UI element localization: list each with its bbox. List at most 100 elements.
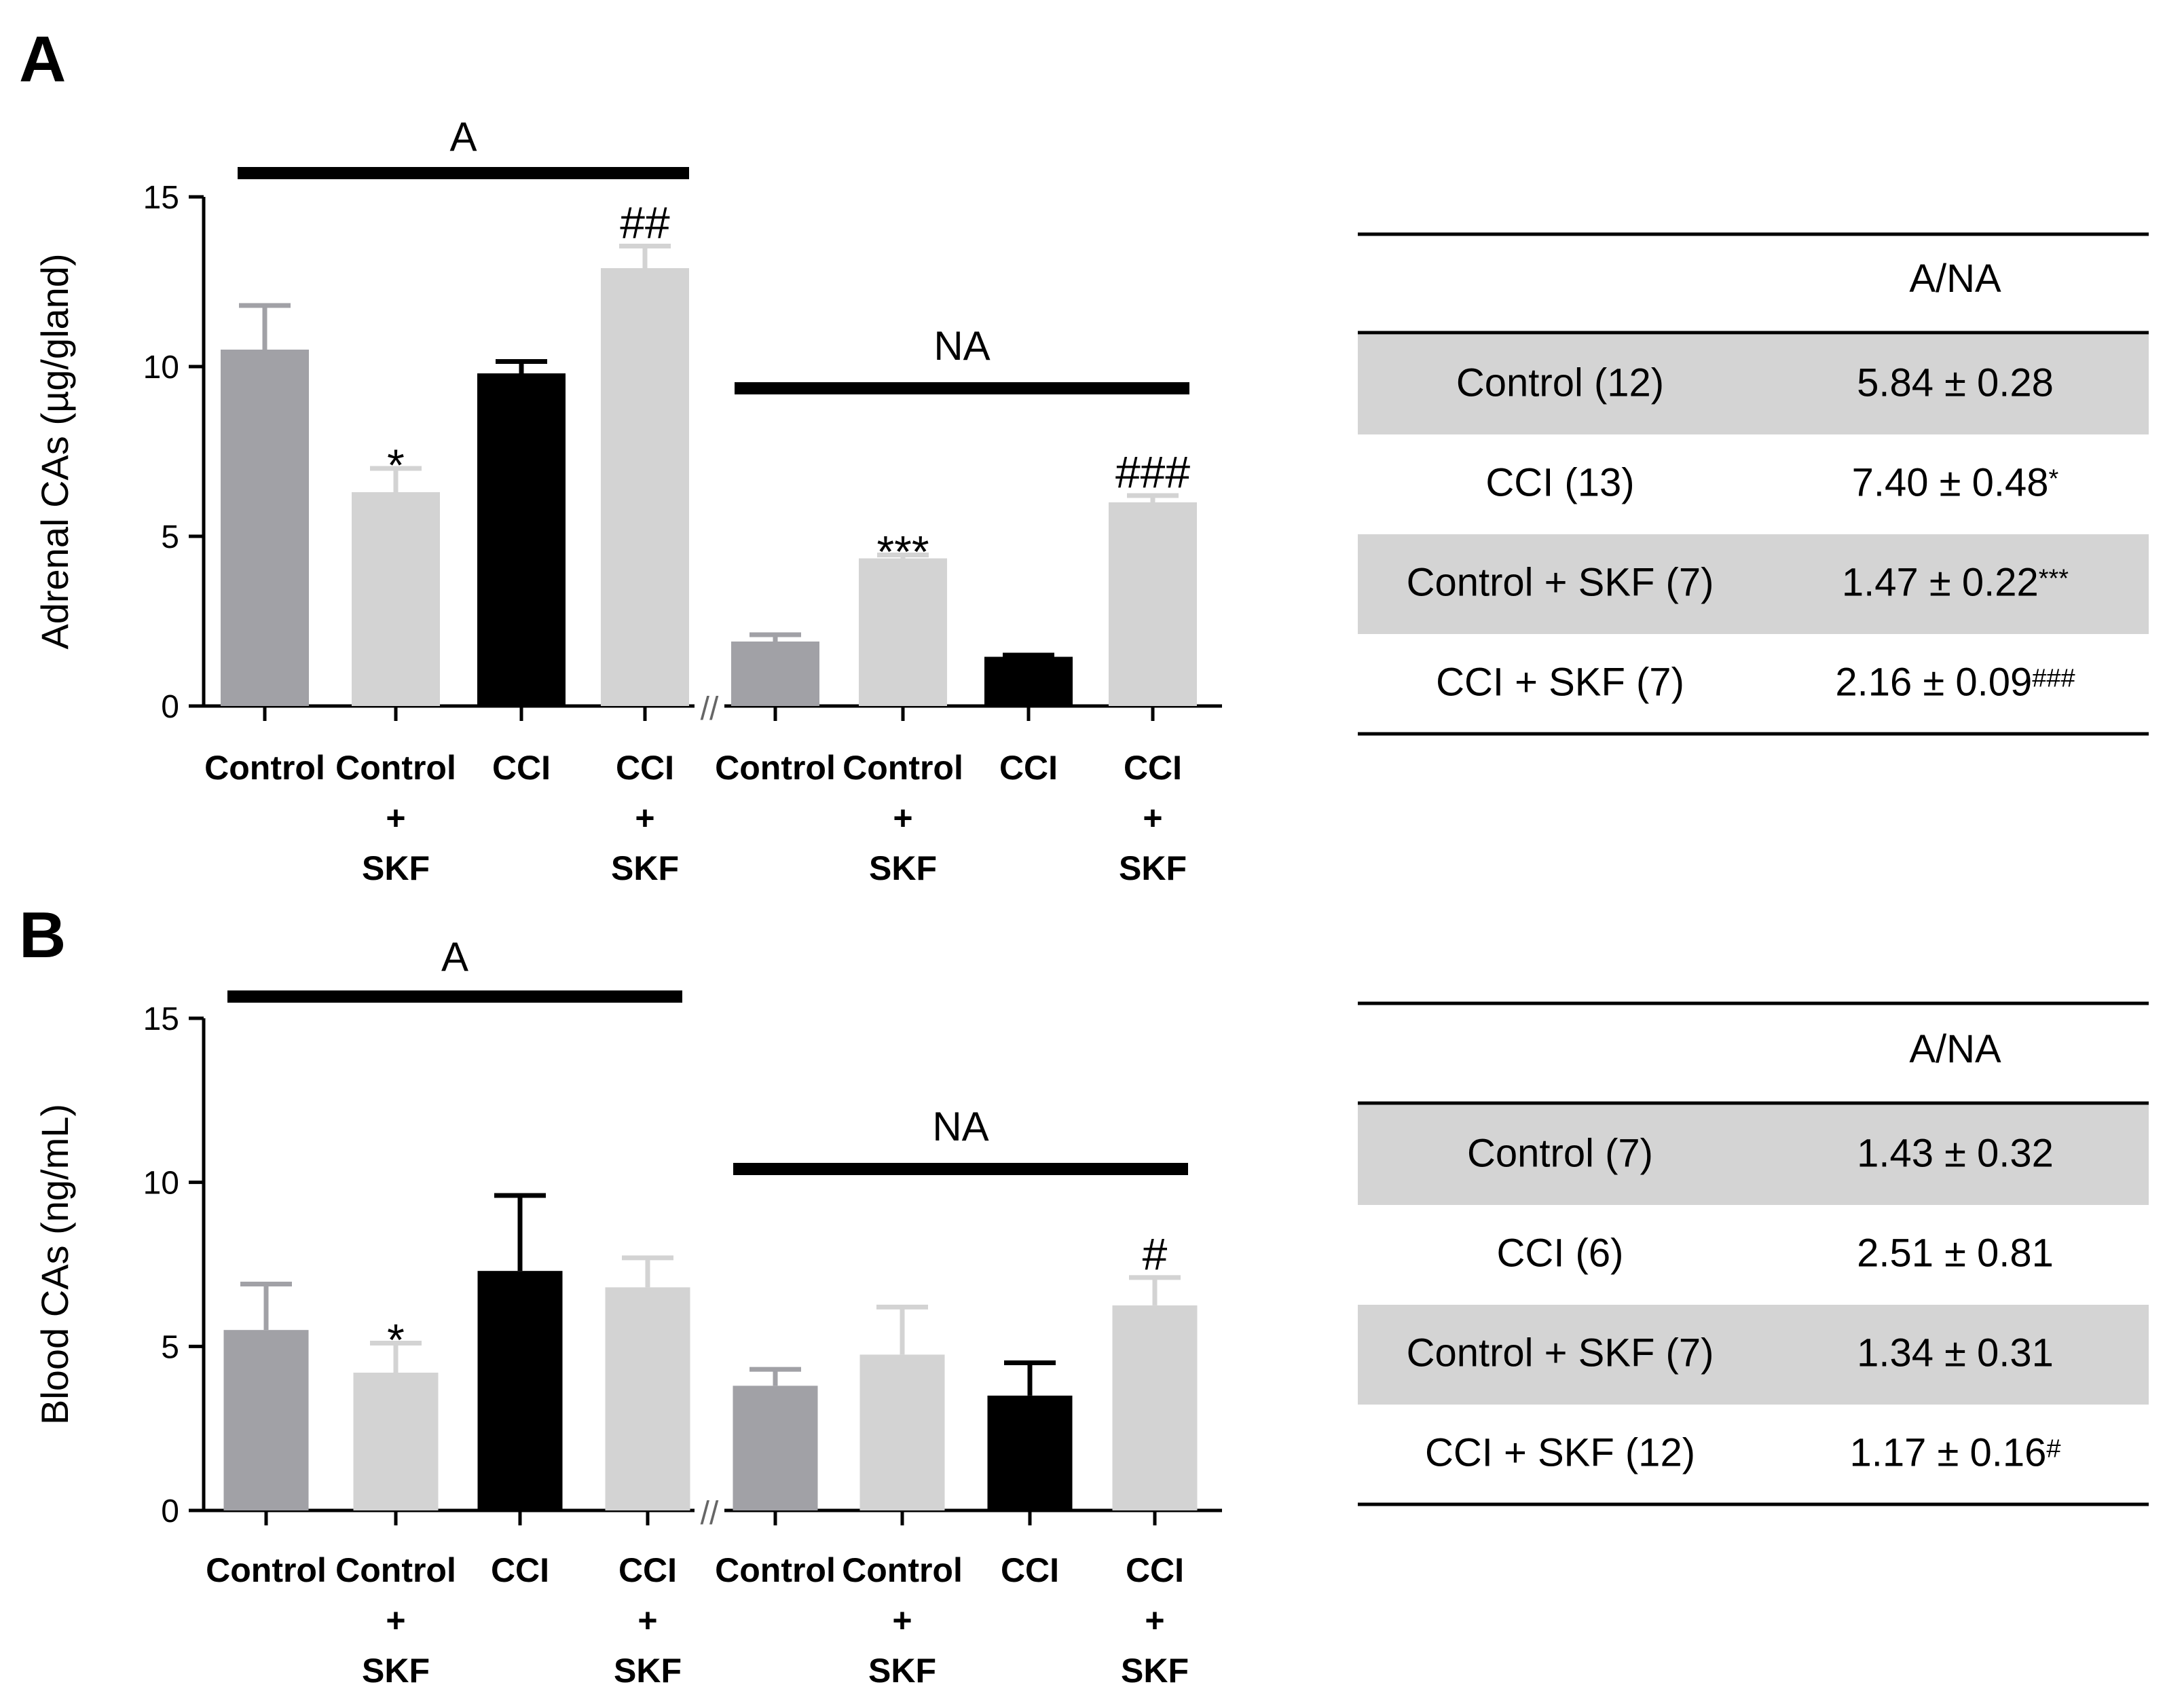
table-header: A/NA	[1909, 257, 2001, 301]
table-cell-group: CCI (13)	[1485, 461, 1634, 505]
x-tick-label: +	[637, 1601, 657, 1639]
significance-label: ###	[1115, 447, 1190, 497]
x-tick-label: +	[1143, 799, 1162, 837]
table-value-text: 1.34 ± 0.31	[1857, 1331, 2054, 1375]
table-cell-group: CCI (6)	[1497, 1231, 1624, 1276]
x-tick-label: Control	[204, 749, 325, 787]
x-tick-label: Control	[335, 1551, 456, 1589]
bar	[1109, 502, 1197, 706]
group-label: NA	[933, 323, 990, 369]
y-axis-title: Adrenal CAs (µg/gland)	[33, 253, 76, 649]
x-tick-label: CCI	[999, 749, 1058, 787]
x-tick-label: Control	[715, 1551, 836, 1589]
bar	[477, 373, 566, 706]
x-tick-label: +	[893, 799, 912, 837]
y-tick-label: 15	[143, 1001, 179, 1037]
x-tick-label: +	[892, 1601, 912, 1639]
significance-label: *	[387, 440, 405, 490]
y-axis-title: Blood CAs (ng/mL)	[33, 1104, 76, 1425]
bar	[352, 492, 440, 706]
table-row-shade	[1358, 1105, 2149, 1205]
table-value-text: 7.40 ± 0.48	[1852, 461, 2049, 505]
x-tick-label: SKF	[362, 1652, 430, 1690]
bar	[859, 1354, 945, 1510]
table-value-superscript: *	[2049, 464, 2059, 493]
bar	[984, 656, 1073, 706]
table-cell-value: 5.84 ± 0.28	[1857, 361, 2054, 405]
x-tick-label: CCI	[492, 749, 551, 787]
table-value-text: 1.17 ± 0.16	[1850, 1431, 2047, 1475]
summary-table: A/NA Control (7) 1.43 ± 0.32 CCI (6) 2.51 ± …	[1358, 1001, 2149, 1506]
axis-break-mark: //	[701, 1496, 719, 1531]
bar	[477, 1271, 563, 1510]
x-tick-label: Control	[843, 749, 963, 787]
panel-b: B Blood CAs (ng/mL) 0 5 10 15 // A Control * Contr…	[19, 899, 2149, 1690]
group-label: A	[441, 934, 468, 980]
significance-label: #	[1143, 1229, 1168, 1279]
table-value-superscript: #	[2046, 1434, 2060, 1463]
bar	[859, 558, 947, 706]
significance-label: ***	[876, 527, 929, 577]
x-tick-label: CCI	[618, 1551, 677, 1589]
group-label: A	[449, 114, 477, 160]
y-tick-label: 5	[161, 519, 179, 555]
table-row-shade	[1358, 335, 2149, 434]
table-cell-group: Control (7)	[1467, 1132, 1653, 1176]
bar	[733, 1386, 818, 1510]
summary-table: A/NA Control (12) 5.84 ± 0.28 CCI (13) 7.40 …	[1358, 232, 2149, 736]
table-row-shade	[1358, 534, 2149, 634]
table-value-text: 1.43 ± 0.32	[1857, 1132, 2054, 1176]
x-tick-label: SKF	[614, 1652, 682, 1690]
x-tick-label: SKF	[611, 849, 679, 887]
x-tick-label: CCI	[1124, 749, 1182, 787]
x-tick-label: SKF	[1119, 849, 1187, 887]
significance-label: *	[387, 1315, 405, 1365]
table-header: A/NA	[1909, 1027, 2001, 1071]
table-cell-value: 1.43 ± 0.32	[1857, 1132, 2054, 1176]
table-value-superscript: ###	[2032, 664, 2075, 692]
group-label: NA	[932, 1104, 988, 1149]
bar	[731, 642, 819, 706]
x-tick-label: Control	[335, 749, 456, 787]
axis-break-mark: //	[701, 691, 719, 727]
table-value-text: 2.51 ± 0.81	[1857, 1231, 2054, 1276]
table-cell-value: 1.17 ± 0.16#	[1850, 1431, 2061, 1475]
x-tick-label: CCI	[491, 1551, 549, 1589]
table-cell-group: CCI + SKF (12)	[1425, 1431, 1695, 1475]
y-tick-label: 10	[143, 350, 179, 386]
bar	[221, 350, 309, 706]
x-tick-label: +	[386, 799, 405, 837]
bar	[987, 1395, 1073, 1510]
y-tick-label: 10	[143, 1166, 179, 1202]
x-tick-label: Control	[842, 1551, 963, 1589]
x-tick-label: CCI	[1126, 1551, 1184, 1589]
x-tick-label: Control	[715, 749, 836, 787]
x-tick-label: +	[386, 1601, 405, 1639]
bar	[223, 1330, 309, 1510]
x-tick-label: Control	[206, 1551, 327, 1589]
x-tick-label: SKF	[869, 849, 937, 887]
x-tick-label: +	[1145, 1601, 1164, 1639]
x-tick-label: SKF	[362, 849, 430, 887]
table-cell-value: 2.51 ± 0.81	[1857, 1231, 2054, 1276]
table-cell-group: Control + SKF (7)	[1407, 1331, 1714, 1375]
table-value-text: 2.16 ± 0.09	[1835, 661, 2032, 705]
y-tick-label: 0	[161, 689, 179, 725]
bar	[353, 1373, 439, 1510]
table-cell-value: 1.47 ± 0.22***	[1842, 561, 2069, 605]
table-cell-group: CCI + SKF (7)	[1436, 661, 1684, 705]
x-tick-label: CCI	[616, 749, 674, 787]
table-row-shade	[1358, 1305, 2149, 1405]
bar	[601, 268, 689, 706]
bar	[1112, 1305, 1198, 1510]
y-tick-label: 5	[161, 1329, 179, 1365]
table-cell-group: Control (12)	[1456, 361, 1664, 405]
table-cell-value: 7.40 ± 0.48*	[1852, 461, 2059, 505]
table-value-superscript: ***	[2039, 564, 2069, 593]
panel-letter: B	[19, 899, 66, 971]
table-value-text: 5.84 ± 0.28	[1857, 361, 2054, 405]
table-cell-value: 1.34 ± 0.31	[1857, 1331, 2054, 1375]
panel-a: A Adrenal CAs (µg/gland) 0 5 10 15 // A Control *…	[19, 23, 2149, 887]
x-tick-label: +	[635, 799, 654, 837]
